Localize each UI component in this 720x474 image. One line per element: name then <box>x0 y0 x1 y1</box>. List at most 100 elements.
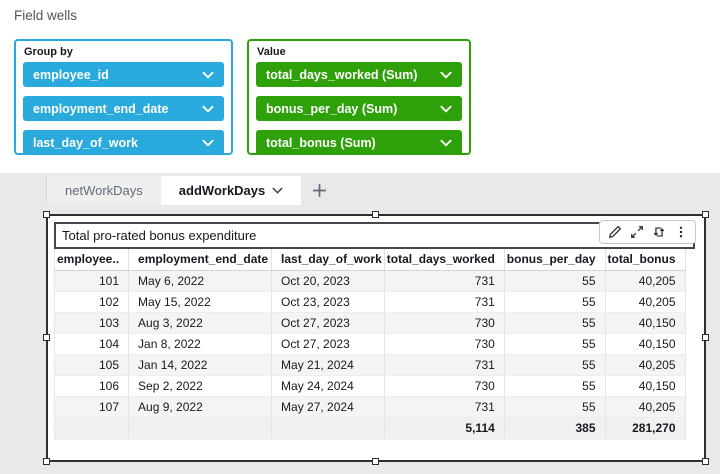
table-cell[interactable]: May 6, 2022 <box>128 270 273 292</box>
resize-handle-bottom-left[interactable] <box>43 458 50 465</box>
table-row: 102 May 15, 2022 Oct 23, 2023 731 55 40,205 <box>53 291 686 313</box>
table-cell[interactable]: May 24, 2024 <box>271 375 385 397</box>
table-cell[interactable]: Oct 27, 2023 <box>271 333 385 355</box>
sheet-tab-addworkdays[interactable]: addWorkDays <box>160 176 302 205</box>
table-cell[interactable]: Oct 20, 2023 <box>271 270 385 292</box>
visual-toolbar <box>599 220 696 244</box>
chevron-down-icon[interactable] <box>202 71 214 79</box>
field-pill-bonus-per-day[interactable]: bonus_per_day (Sum) <box>256 96 462 121</box>
table-cell[interactable]: Sep 2, 2022 <box>128 375 273 397</box>
table-header-row: employee.. employment_end_date last_day_of… <box>53 248 686 271</box>
table-cell[interactable]: May 27, 2024 <box>271 396 385 418</box>
table-cell[interactable]: 731 <box>384 291 505 313</box>
table-cell[interactable]: 40,205 <box>605 396 686 418</box>
resize-handle-top-left[interactable] <box>43 211 50 218</box>
bonus-table: employee.. employment_end_date last_day_of… <box>53 248 686 440</box>
table-cell[interactable]: 106 <box>53 375 130 397</box>
chevron-down-icon[interactable] <box>440 71 452 79</box>
table-row: 101 May 6, 2022 Oct 20, 2023 731 55 40,205 <box>53 270 686 292</box>
table-cell[interactable]: May 15, 2022 <box>128 291 273 313</box>
table-cell[interactable]: 40,150 <box>605 375 686 397</box>
table-cell[interactable]: Aug 9, 2022 <box>128 396 273 418</box>
field-pill-employee-id[interactable]: employee_id <box>23 62 224 87</box>
table-cell[interactable]: Oct 27, 2023 <box>271 312 385 334</box>
pill-label: total_bonus (Sum) <box>266 135 376 150</box>
table-cell[interactable]: May 21, 2024 <box>271 354 385 376</box>
pill-label: last_day_of_work <box>33 135 138 150</box>
sheet-canvas: netWorkDays addWorkDays Total pro-rated … <box>0 173 720 474</box>
table-cell[interactable]: 731 <box>384 354 505 376</box>
add-sheet-button[interactable] <box>301 176 337 205</box>
table-cell[interactable]: Jan 8, 2022 <box>128 333 273 355</box>
table-cell[interactable]: 105 <box>53 354 130 376</box>
group-by-label: Group by <box>24 46 73 58</box>
table-cell[interactable]: 107 <box>53 396 130 418</box>
table-row: 104 Jan 8, 2022 Oct 27, 2023 730 55 40,150 <box>53 333 686 355</box>
table-cell[interactable]: 55 <box>504 312 606 334</box>
field-pill-employment-end-date[interactable]: employment_end_date <box>23 96 224 121</box>
value-label: Value <box>257 46 286 58</box>
table-cell[interactable]: 40,150 <box>605 333 686 355</box>
swap-arrows-icon[interactable] <box>649 222 668 242</box>
table-cell[interactable]: 40,205 <box>605 291 686 313</box>
table-cell[interactable]: 730 <box>384 375 505 397</box>
tab-chevron-down-icon[interactable] <box>272 187 283 194</box>
field-pill-total-bonus[interactable]: total_bonus (Sum) <box>256 130 462 155</box>
table-cell[interactable]: 55 <box>504 396 606 418</box>
table-visual[interactable]: Total pro-rated bonus expenditure <box>43 211 709 465</box>
edit-pencil-icon[interactable] <box>605 222 624 242</box>
resize-handle-bottom-middle[interactable] <box>372 458 379 465</box>
column-header[interactable]: last_day_of_work <box>271 248 385 271</box>
resize-handle-middle-left[interactable] <box>43 334 50 341</box>
table-cell[interactable]: 40,150 <box>605 312 686 334</box>
column-header[interactable]: total_days_worked <box>384 248 505 271</box>
table-cell[interactable]: 730 <box>384 333 505 355</box>
table-cell[interactable]: 730 <box>384 312 505 334</box>
table-row: 106 Sep 2, 2022 May 24, 2024 730 55 40,150 <box>53 375 686 397</box>
maximize-icon[interactable] <box>627 222 646 242</box>
table-cell[interactable]: 104 <box>53 333 130 355</box>
table-cell[interactable]: 731 <box>384 396 505 418</box>
resize-handle-middle-right[interactable] <box>702 334 709 341</box>
pill-label: employment_end_date <box>33 101 169 116</box>
table-cell[interactable]: 55 <box>504 375 606 397</box>
field-pill-last-day-of-work[interactable]: last_day_of_work <box>23 130 224 155</box>
table-cell[interactable]: 731 <box>384 270 505 292</box>
resize-handle-top-middle[interactable] <box>372 211 379 218</box>
table-cell[interactable]: 40,205 <box>605 354 686 376</box>
column-header[interactable]: bonus_per_day <box>504 248 606 271</box>
table-cell[interactable]: Jan 14, 2022 <box>128 354 273 376</box>
totals-cell: 281,270 <box>605 417 686 440</box>
chevron-down-icon[interactable] <box>440 105 452 113</box>
table-row: 103 Aug 3, 2022 Oct 27, 2023 730 55 40,150 <box>53 312 686 334</box>
table-cell[interactable]: 103 <box>53 312 130 334</box>
totals-cell: 5,114 <box>384 417 505 440</box>
table-cell[interactable]: 55 <box>504 291 606 313</box>
column-header[interactable]: total_bonus <box>605 248 686 271</box>
sheet-tab-networkdays[interactable]: netWorkDays <box>46 176 161 205</box>
pill-label: total_days_worked (Sum) <box>266 67 418 82</box>
resize-handle-top-right[interactable] <box>702 211 709 218</box>
table-cell[interactable]: 102 <box>53 291 130 313</box>
chevron-down-icon[interactable] <box>202 105 214 113</box>
column-header[interactable]: employee.. <box>53 248 130 271</box>
chevron-down-icon[interactable] <box>202 139 214 147</box>
table-cell[interactable]: 40,205 <box>605 270 686 292</box>
column-header[interactable]: employment_end_date <box>128 248 273 271</box>
pill-label: bonus_per_day (Sum) <box>266 101 398 116</box>
table-cell[interactable]: 55 <box>504 270 606 292</box>
totals-cell <box>271 417 385 440</box>
table-cell[interactable]: 55 <box>504 333 606 355</box>
totals-cell <box>53 417 130 440</box>
resize-handle-bottom-right[interactable] <box>702 458 709 465</box>
kebab-menu-icon[interactable] <box>671 222 690 242</box>
field-pill-total-days-worked[interactable]: total_days_worked (Sum) <box>256 62 462 87</box>
visual-title[interactable]: Total pro-rated bonus expenditure <box>54 222 695 249</box>
table-row: 107 Aug 9, 2022 May 27, 2024 731 55 40,205 <box>53 396 686 418</box>
visual-title-text: Total pro-rated bonus expenditure <box>62 228 257 243</box>
table-cell[interactable]: Oct 23, 2023 <box>271 291 385 313</box>
chevron-down-icon[interactable] <box>440 139 452 147</box>
table-cell[interactable]: 101 <box>53 270 130 292</box>
table-cell[interactable]: Aug 3, 2022 <box>128 312 273 334</box>
table-cell[interactable]: 55 <box>504 354 606 376</box>
